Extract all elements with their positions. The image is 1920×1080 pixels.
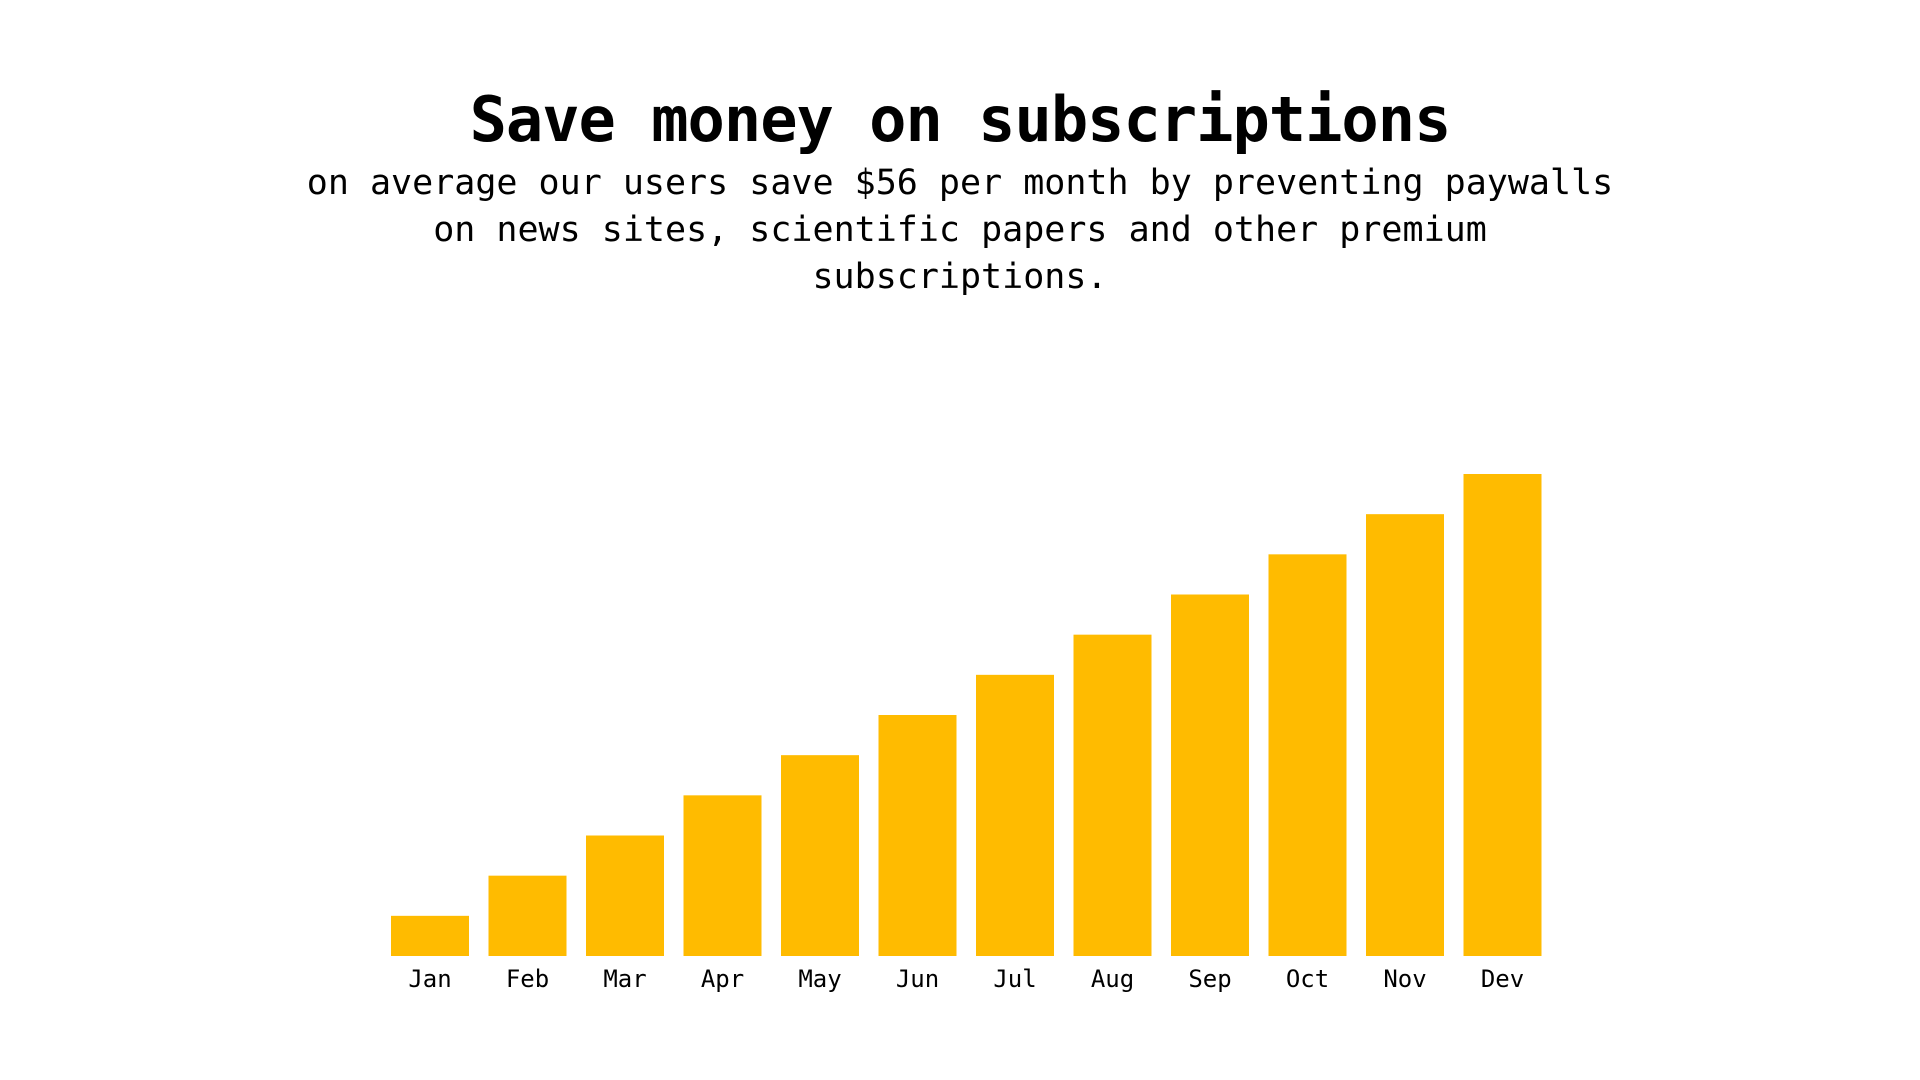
bar-aug xyxy=(1073,634,1152,956)
x-tick-label: Nov xyxy=(1383,965,1426,993)
x-tick-label: Oct xyxy=(1286,965,1329,993)
chart-title: Save money on subscriptions xyxy=(469,83,1452,156)
x-tick-label: Jan xyxy=(408,965,451,993)
bar-apr xyxy=(683,795,762,956)
x-tick-label: Feb xyxy=(506,965,549,993)
x-tick-labels: Jan Feb Mar Apr May Jun Jul Aug Sep Oct Nov Dev xyxy=(408,965,1524,993)
bar-feb xyxy=(488,875,567,956)
bar-jan xyxy=(391,915,469,956)
bar-oct xyxy=(1268,554,1347,956)
x-tick-label: Sep xyxy=(1188,965,1231,993)
bar-nov xyxy=(1366,514,1444,956)
bar-mar xyxy=(586,835,664,956)
bar-jul xyxy=(976,674,1054,956)
bar-jun xyxy=(878,715,957,956)
x-tick-label: Dev xyxy=(1481,965,1524,993)
x-tick-label: Apr xyxy=(701,965,744,993)
bar-dev xyxy=(1463,474,1542,956)
bars-group xyxy=(391,474,1542,956)
x-tick-label: Aug xyxy=(1091,965,1134,993)
x-tick-label: Jun xyxy=(896,965,939,993)
x-tick-label: May xyxy=(798,965,841,993)
x-tick-label: Jul xyxy=(993,965,1036,993)
chart-subtitle: on average our users save $56 per month … xyxy=(306,163,1614,297)
bar-sep xyxy=(1171,594,1249,956)
chart-header: Save money on subscriptions on average o… xyxy=(0,80,1920,301)
x-tick-label: Mar xyxy=(603,965,646,993)
bar-may xyxy=(781,755,859,956)
